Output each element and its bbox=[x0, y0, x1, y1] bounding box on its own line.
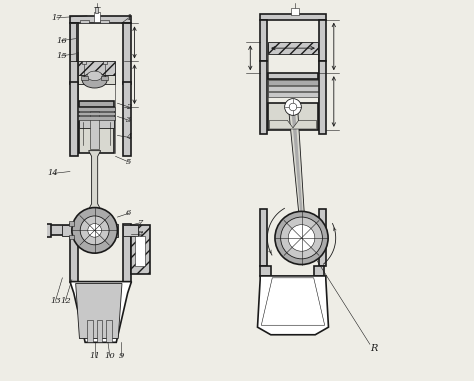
Bar bbox=[103, 224, 118, 237]
Bar bbox=[268, 86, 318, 91]
Bar bbox=[78, 61, 115, 75]
Bar bbox=[260, 20, 267, 61]
Bar bbox=[100, 20, 109, 24]
Circle shape bbox=[288, 225, 315, 251]
Polygon shape bbox=[257, 276, 328, 335]
Text: 9: 9 bbox=[118, 352, 124, 360]
Bar bbox=[260, 61, 267, 134]
Bar bbox=[82, 61, 86, 64]
Bar bbox=[103, 61, 107, 64]
Bar bbox=[123, 24, 131, 84]
Text: 1: 1 bbox=[126, 14, 131, 22]
Bar bbox=[46, 224, 51, 237]
Text: 14: 14 bbox=[47, 170, 58, 178]
Text: 4: 4 bbox=[126, 133, 131, 141]
Bar bbox=[70, 24, 78, 84]
Polygon shape bbox=[70, 282, 131, 343]
Bar bbox=[268, 42, 318, 54]
Circle shape bbox=[80, 216, 109, 245]
Polygon shape bbox=[76, 283, 122, 339]
Ellipse shape bbox=[82, 73, 107, 88]
Text: 6: 6 bbox=[126, 209, 131, 217]
Text: 5: 5 bbox=[126, 158, 131, 166]
Circle shape bbox=[281, 217, 322, 259]
Bar bbox=[78, 112, 115, 115]
Bar bbox=[78, 116, 115, 120]
Bar bbox=[260, 210, 267, 266]
Text: 3: 3 bbox=[126, 116, 131, 124]
Text: 16: 16 bbox=[56, 37, 67, 45]
Bar bbox=[260, 266, 271, 276]
Bar bbox=[69, 221, 74, 226]
Bar bbox=[80, 20, 89, 24]
Bar bbox=[319, 20, 326, 61]
Text: 8: 8 bbox=[137, 230, 143, 238]
Bar bbox=[78, 107, 115, 111]
Ellipse shape bbox=[87, 71, 102, 81]
Bar bbox=[79, 101, 114, 107]
Circle shape bbox=[275, 211, 328, 264]
Bar bbox=[81, 76, 88, 80]
Bar bbox=[91, 111, 99, 149]
Circle shape bbox=[289, 103, 297, 111]
Bar bbox=[106, 320, 112, 343]
Polygon shape bbox=[270, 120, 316, 129]
Bar bbox=[123, 225, 138, 236]
Bar bbox=[93, 12, 100, 22]
Bar bbox=[49, 226, 72, 235]
Bar bbox=[79, 107, 114, 128]
Bar bbox=[123, 224, 131, 282]
Bar bbox=[101, 76, 109, 80]
Bar bbox=[268, 103, 318, 130]
Bar bbox=[75, 224, 90, 237]
Text: R: R bbox=[370, 344, 377, 352]
Bar bbox=[97, 320, 102, 343]
Bar bbox=[319, 61, 326, 134]
Bar bbox=[314, 266, 324, 276]
Bar bbox=[78, 75, 115, 84]
Bar bbox=[260, 14, 326, 20]
Bar bbox=[268, 73, 318, 78]
Text: 17: 17 bbox=[51, 14, 62, 22]
Bar bbox=[69, 235, 74, 240]
Text: 11: 11 bbox=[89, 352, 100, 360]
Polygon shape bbox=[291, 107, 303, 213]
Polygon shape bbox=[89, 150, 100, 210]
Text: 12: 12 bbox=[60, 296, 71, 304]
Bar bbox=[87, 320, 93, 343]
Text: 10: 10 bbox=[104, 352, 115, 360]
Text: 13: 13 bbox=[50, 296, 61, 304]
Circle shape bbox=[88, 224, 101, 237]
Circle shape bbox=[285, 99, 301, 115]
Bar bbox=[268, 80, 318, 85]
Bar bbox=[70, 224, 78, 282]
Bar bbox=[63, 225, 89, 236]
Bar bbox=[131, 225, 150, 274]
Bar bbox=[135, 236, 145, 266]
Text: 15: 15 bbox=[56, 52, 67, 60]
Bar bbox=[268, 74, 318, 78]
Bar bbox=[291, 8, 299, 15]
Circle shape bbox=[72, 208, 118, 253]
Bar bbox=[70, 16, 131, 24]
Bar bbox=[123, 82, 131, 156]
Text: 7: 7 bbox=[137, 219, 143, 227]
Polygon shape bbox=[70, 24, 78, 61]
Bar bbox=[319, 210, 326, 266]
Bar bbox=[70, 82, 78, 156]
Bar bbox=[268, 92, 318, 97]
Text: 2: 2 bbox=[126, 103, 131, 111]
Bar bbox=[95, 7, 99, 13]
Polygon shape bbox=[289, 107, 304, 213]
Bar bbox=[79, 107, 114, 152]
